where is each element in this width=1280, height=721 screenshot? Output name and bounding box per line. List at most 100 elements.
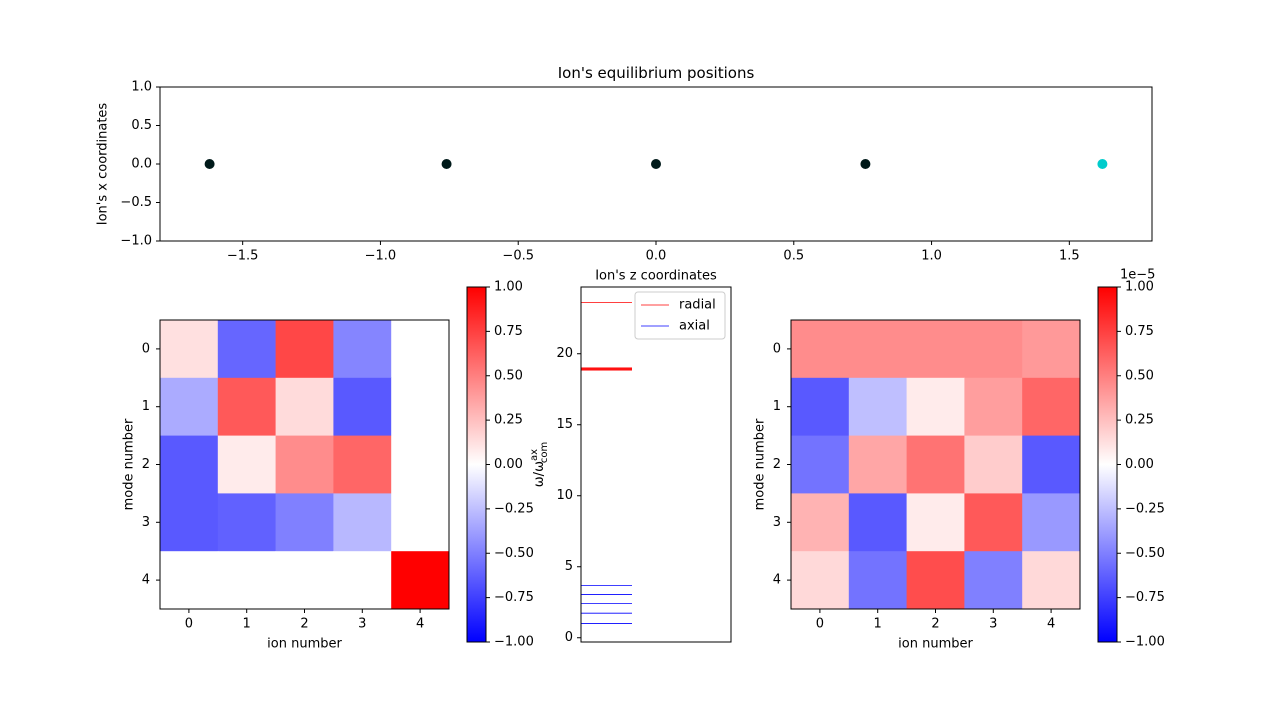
x-tick-label: −1.0 (365, 249, 397, 264)
y-tick-label: 0 (565, 630, 573, 645)
panel-title: Ion's z coordinates (595, 269, 717, 284)
x-tick-label: 0 (185, 617, 193, 632)
colorbar: 1.00 0.75 0.50 0.25 0.00 −0.25 −0.50 −0.75 −1.00… (1097, 268, 1165, 650)
colorbar-tick-label: −0.50 (1125, 546, 1165, 561)
x-tick-label: 0 (816, 617, 824, 632)
plot-frame (580, 286, 732, 643)
x-tick-label: 0.5 (783, 249, 804, 264)
heatmap-cell (964, 551, 1023, 610)
y-tick-label: 0 (773, 341, 781, 356)
heatmap-cell (275, 377, 334, 437)
colorbar-tick-label: 1.00 (494, 280, 523, 295)
colorbar-bar (466, 286, 487, 643)
y-tick-label: 20 (556, 346, 573, 361)
x-tick-label: 2 (931, 617, 939, 632)
colorbar-tick-label: −0.25 (494, 501, 534, 516)
ion-position-point (1097, 159, 1108, 169)
heatmap-cell (333, 320, 392, 379)
y-tick-label: 1 (142, 399, 150, 414)
y-tick-label: 4 (142, 573, 150, 588)
heatmap-cell (333, 551, 392, 610)
y-axis-label-subscript: com (539, 442, 550, 463)
y-tick-label: 2 (142, 457, 150, 472)
y-axis-label-superscript: ax (529, 449, 540, 461)
heatmap-cell (906, 377, 965, 437)
ion-position-point (204, 159, 215, 169)
x-tick-label: 1.0 (921, 249, 942, 264)
colorbar-tick-label: 0.25 (494, 413, 523, 428)
heatmap-cell (906, 551, 965, 610)
heatmap-cell (333, 435, 392, 494)
colorbar: 1.00 0.75 0.50 0.25 0.00 −0.25 −0.50 −0.75 −1.00 (466, 280, 534, 650)
heatmap-cell (391, 435, 450, 494)
y-axis-label: ω/ωaxcom (529, 442, 550, 487)
y-tick-label: 4 (773, 573, 781, 588)
colorbar-tick-label: 0.75 (494, 324, 523, 339)
y-axis-label: mode number (753, 418, 768, 510)
colorbar-bar (1097, 286, 1118, 643)
y-tick-label: 15 (556, 417, 573, 432)
y-tick-label: 10 (556, 488, 573, 503)
heatmap-cell (217, 320, 277, 379)
heatmap-cell (1022, 493, 1081, 552)
colorbar-tick-label: 1.00 (1125, 280, 1154, 295)
heatmap-cell (275, 320, 334, 379)
y-tick-label: 0 (142, 341, 150, 356)
x-tick-label: −0.5 (502, 249, 534, 264)
y-tick-label: −1.0 (120, 234, 152, 249)
heatmap-cell (964, 320, 1023, 379)
colorbar-tick-label: −0.75 (1125, 590, 1165, 605)
colorbar-tick-label: 0.75 (1125, 324, 1154, 339)
colorbar-tick-label: 0.25 (1125, 413, 1154, 428)
y-tick-label: −0.5 (120, 195, 152, 210)
heatmap-cell (791, 320, 850, 379)
y-axis-label: Ion's x coordinates (96, 103, 111, 226)
heatmap-cell (217, 435, 277, 494)
legend: radial axial (634, 291, 726, 340)
colorbar-tick-label: 0.00 (494, 457, 523, 472)
colorbar-tick-label: −0.50 (494, 546, 534, 561)
heatmap-cell (906, 320, 965, 379)
heatmap-cell (217, 551, 277, 610)
y-tick-label: 1.0 (131, 80, 152, 95)
y-tick-label: 3 (142, 515, 150, 530)
heatmap-cell (391, 377, 450, 437)
heatmap-cell (217, 377, 277, 437)
heatmap-cell (391, 493, 450, 552)
colorbar-tick-label: −1.00 (494, 635, 534, 650)
heatmap-cell (848, 320, 908, 379)
heatmap-cell (160, 435, 219, 494)
x-tick-label: −1.5 (227, 249, 259, 264)
y-tick-label: 0.0 (131, 157, 152, 172)
y-tick-label: 5 (565, 559, 573, 574)
x-tick-label: 1.5 (1059, 249, 1080, 264)
mode-frequency-panel: Ion's z coordinates 0 5 10 15 20 ω/ωaxcom (529, 269, 732, 645)
colorbar-tick-label: −0.75 (494, 590, 534, 605)
ion-position-point (441, 159, 452, 169)
heatmap-cell (160, 493, 219, 552)
x-tick-label: 0.0 (646, 249, 667, 264)
heatmap-cell (275, 435, 334, 494)
y-tick-label: 0.5 (131, 118, 152, 133)
heatmap-cell (964, 377, 1023, 437)
y-tick-label: 3 (773, 515, 781, 530)
colorbar-tick-label: 0.50 (1125, 368, 1154, 383)
legend-label-axial: axial (679, 319, 710, 334)
x-tick-label: 1 (243, 617, 251, 632)
x-axis-label: ion number (267, 637, 342, 652)
heatmap-cell (906, 435, 965, 494)
heatmap-cell (1022, 551, 1081, 610)
legend-box (634, 291, 726, 340)
ion-position-point (860, 159, 871, 169)
heatmap-cell (217, 493, 277, 552)
panel-title: Ion's equilibrium positions (558, 64, 755, 82)
x-tick-label: 4 (1047, 617, 1055, 632)
heatmap-cell (964, 493, 1023, 552)
heatmap-cell (333, 493, 392, 552)
heatmap-cell (160, 320, 219, 379)
heatmap-cell (333, 377, 392, 437)
left-heatmap-panel: 0 1 2 3 4 0 1 2 3 4 ion number mode number (122, 319, 450, 652)
heatmap-cell (1022, 377, 1081, 437)
y-axis-label: mode number (122, 418, 137, 510)
